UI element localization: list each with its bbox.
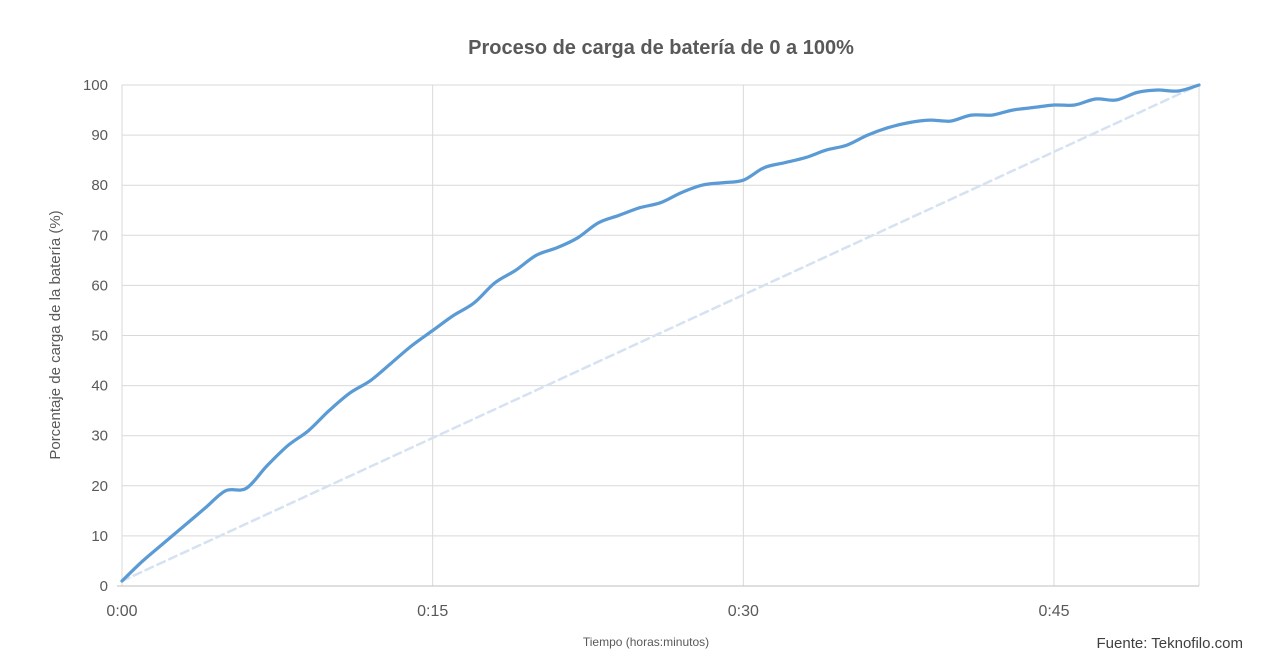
y-tick-label: 0 xyxy=(100,578,108,595)
y-tick-label: 10 xyxy=(91,528,108,545)
y-tick-label: 90 xyxy=(91,127,108,144)
plot-area: 0 10 20 30 40 50 60 70 80 90 100 0:00 0:15 0:30 0:45 xyxy=(83,77,1201,620)
chart-title: Proceso de carga de batería de 0 a 100% xyxy=(468,37,854,59)
y-tick-label: 30 xyxy=(91,428,108,445)
x-tick-label: 0:00 xyxy=(106,603,137,620)
y-axis-title: Porcentaje de carga de la batería (%) xyxy=(47,210,64,459)
y-tick-label: 20 xyxy=(91,478,108,495)
x-tick-label: 0:30 xyxy=(728,603,759,620)
y-tick-label: 40 xyxy=(91,378,108,395)
y-tick-label: 50 xyxy=(91,328,108,345)
source-credit: Fuente: Teknofilo.com xyxy=(1097,635,1243,652)
y-tick-label: 70 xyxy=(91,227,108,244)
x-axis-title: Tiempo (horas:minutos) xyxy=(583,635,709,649)
x-tick-label: 0:45 xyxy=(1038,603,1069,620)
y-tick-label: 100 xyxy=(83,77,108,94)
series-line-referencia-lineal xyxy=(120,83,1201,583)
series-line-carga-bateria xyxy=(120,83,1201,583)
x-tick-label: 0:15 xyxy=(417,603,448,620)
y-tick-label: 60 xyxy=(91,277,108,294)
y-tick-label: 80 xyxy=(91,177,108,194)
